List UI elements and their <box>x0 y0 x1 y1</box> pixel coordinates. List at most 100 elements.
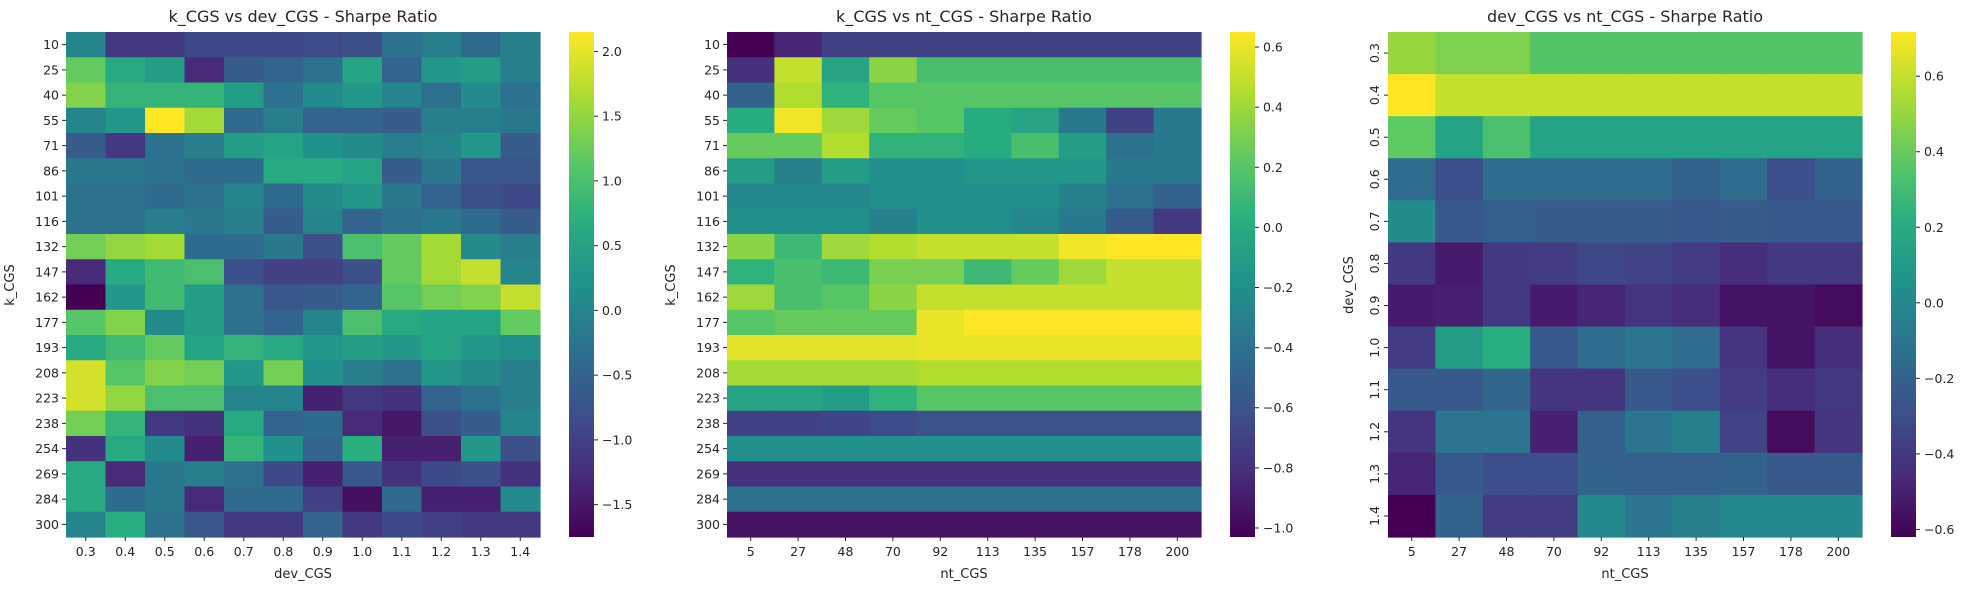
heatmap-cell <box>1530 494 1579 538</box>
heatmap-cell <box>342 461 383 488</box>
heatmap-cell <box>263 511 304 538</box>
heatmap-cell <box>964 57 1012 84</box>
heatmap-cell <box>1577 32 1626 75</box>
y-tick-label: 132 <box>35 239 59 254</box>
heatmap-cell <box>1719 158 1768 201</box>
heatmap-cell <box>1058 511 1107 538</box>
heatmap-cell <box>1435 452 1484 496</box>
chart-title: dev_CGS vs nt_CGS - Sharpe Ratio <box>1487 7 1763 27</box>
y-tick-label: 0.8 <box>1367 253 1382 273</box>
y-tick-label: 208 <box>35 365 59 380</box>
heatmap-cell <box>500 436 541 462</box>
heatmap-cell <box>869 158 918 185</box>
heatmap-cell <box>1106 183 1155 210</box>
colorbar-tick-label: 2.0 <box>602 44 622 59</box>
heatmap-cell <box>774 309 823 336</box>
heatmap-cell <box>263 158 304 185</box>
heatmap-cell <box>342 309 383 336</box>
heatmap-cell <box>1011 511 1060 538</box>
x-tick-label: 0.6 <box>194 544 214 559</box>
heatmap-cell <box>105 436 146 462</box>
heatmap-cell <box>1530 242 1579 286</box>
heatmap-cell <box>1672 242 1721 286</box>
heatmap-cell <box>303 57 344 84</box>
y-tick-label: 40 <box>704 88 720 103</box>
heatmap-cell <box>1058 107 1107 134</box>
heatmap-cell <box>1814 410 1863 454</box>
heatmap-cell <box>727 183 775 210</box>
heatmap-cell <box>916 32 965 58</box>
heatmap-cell <box>1767 410 1816 454</box>
y-tick-label: 10 <box>704 37 720 52</box>
heatmap-cell <box>382 309 423 336</box>
heatmap-cell <box>145 486 186 513</box>
heatmap-cell <box>1719 200 1768 244</box>
heatmap-cell <box>964 284 1012 311</box>
heatmap-cell <box>382 511 423 538</box>
heatmap-cell <box>1719 494 1768 538</box>
heatmap-cell <box>303 158 344 185</box>
heatmap-cell <box>461 385 502 412</box>
heatmap-cell <box>1625 494 1673 538</box>
heatmap-cell <box>869 234 918 260</box>
heatmap-cell <box>66 284 107 311</box>
x-tick-label: 70 <box>885 544 901 559</box>
heatmap-cell <box>184 107 225 134</box>
heatmap-cell <box>224 57 265 84</box>
heatmap-cell <box>224 309 265 336</box>
x-tick-label: 200 <box>1826 544 1850 559</box>
heatmap-cell <box>1530 32 1579 75</box>
heatmap-cell <box>1482 326 1531 370</box>
x-tick-label: 0.5 <box>155 544 175 559</box>
heatmap-cell <box>382 107 423 134</box>
heatmap-cell <box>500 284 541 311</box>
heatmap-cell <box>1058 133 1107 159</box>
x-tick-label: 5 <box>1408 544 1416 559</box>
heatmap-cell <box>1625 452 1673 496</box>
heatmap-cell <box>1011 461 1060 488</box>
heatmap-cell <box>1106 309 1155 336</box>
heatmap-cell <box>1388 74 1436 117</box>
heatmap-cell <box>461 107 502 134</box>
heatmap-cell <box>869 107 918 134</box>
heatmap-cell <box>303 511 344 538</box>
heatmap-cell <box>1577 410 1626 454</box>
heatmap-cell <box>1767 494 1816 538</box>
heatmap-cell <box>1106 385 1155 412</box>
heatmap-cell <box>1577 116 1626 159</box>
heatmap-cell <box>964 436 1012 462</box>
heatmap-cell <box>1058 360 1107 387</box>
heatmap-cell <box>1482 368 1531 412</box>
heatmap-cell <box>727 335 775 361</box>
heatmap-cell <box>821 309 870 336</box>
heatmap-cell <box>342 107 383 134</box>
heatmap-cell <box>1767 158 1816 201</box>
y-tick-label: 177 <box>35 315 59 330</box>
heatmap-cell <box>224 32 265 58</box>
y-tick-label: 238 <box>35 416 59 431</box>
heatmap-cell <box>1767 74 1816 117</box>
x-tick-label: 1.1 <box>392 544 412 559</box>
heatmap-cell <box>869 32 918 58</box>
heatmap-cell <box>66 158 107 185</box>
heatmap-cell <box>342 158 383 185</box>
heatmap-cell <box>916 208 965 235</box>
colorbar-tick-label: −0.4 <box>1263 340 1293 355</box>
x-tick-label: 1.3 <box>471 544 491 559</box>
heatmap-cell <box>184 284 225 311</box>
heatmap-cell <box>461 511 502 538</box>
heatmap-cell <box>303 486 344 513</box>
heatmap-cell <box>145 284 186 311</box>
heatmap-cell <box>727 511 775 538</box>
x-tick-label: 27 <box>1451 544 1467 559</box>
heatmap-cell <box>461 183 502 210</box>
colorbar-tick-label: 1.0 <box>602 173 622 188</box>
heatmap-cell <box>1625 158 1673 201</box>
heatmap-cell <box>1011 234 1060 260</box>
x-tick-label: 1.2 <box>431 544 451 559</box>
heatmap-cell <box>303 385 344 412</box>
heatmap-cell <box>224 208 265 235</box>
heatmap-cell <box>1388 158 1436 201</box>
heatmap-cell <box>1530 74 1579 117</box>
heatmap-cell <box>263 486 304 513</box>
